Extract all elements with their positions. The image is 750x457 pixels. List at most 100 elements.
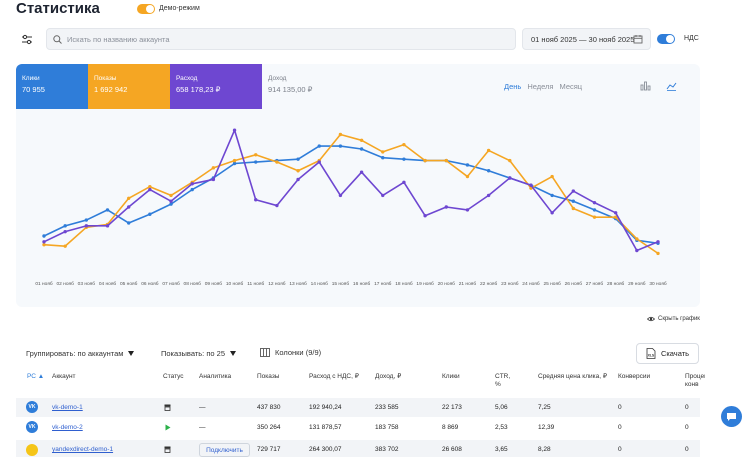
data-point: [148, 212, 152, 216]
search-placeholder: Искать по названию аккаунта: [67, 34, 170, 44]
account-link[interactable]: vk-demo-1: [52, 404, 83, 411]
data-point: [381, 150, 385, 154]
data-point: [423, 158, 427, 163]
x-tick-label: 20 нояб: [438, 281, 456, 287]
demo-mode-toggle[interactable]: [137, 4, 155, 14]
eye-icon: [647, 316, 655, 322]
data-point: [254, 153, 258, 157]
group-by-dropdown[interactable]: Группировать: по аккаунтам: [26, 349, 135, 358]
account-link[interactable]: yandexdirect-demo-1: [52, 446, 114, 453]
download-label: Скачать: [660, 349, 690, 358]
data-point: [148, 187, 152, 192]
data-point: [211, 177, 216, 182]
data-point: [359, 147, 364, 151]
metric-spend-value: 658 178,23 ₽: [176, 85, 221, 94]
data-point: [444, 205, 448, 209]
data-point: [635, 248, 639, 253]
data-point: [254, 160, 258, 164]
metric-spend[interactable]: Расход 658 178,23 ₽: [170, 64, 262, 109]
data-point: [338, 144, 343, 148]
data-point: [84, 224, 89, 228]
nds-toggle[interactable]: [657, 34, 675, 44]
data-point: [254, 198, 258, 202]
download-button[interactable]: XLS Скачать: [636, 343, 699, 364]
line-chart-icon[interactable]: [666, 81, 677, 91]
svg-text:XLS: XLS: [648, 354, 655, 358]
line-chart: 01 нояб 02 нояб 03 нояб 04 нояб 05 нояб 06 но…: [35, 128, 667, 287]
hide-chart-label: Скрыть график: [658, 316, 700, 322]
x-tick-label: 16 нояб: [353, 281, 371, 287]
income-cell: 183 758: [375, 424, 399, 431]
x-tick-label: 04 нояб: [99, 281, 117, 287]
col-header-views[interactable]: Показы: [257, 373, 280, 380]
col-header-rs[interactable]: РС ▲: [27, 373, 45, 380]
data-point: [359, 170, 364, 174]
columns-label: Колонки (9/9): [275, 348, 322, 357]
chat-button[interactable]: [721, 406, 742, 427]
data-point: [296, 157, 300, 161]
conversions-cell: 0: [618, 424, 622, 431]
data-point: [592, 200, 597, 205]
col-header-conversions[interactable]: Конверсии: [618, 373, 651, 380]
col-header-analytics[interactable]: Аналитика: [199, 373, 232, 380]
col-header-account[interactable]: Аккаунт: [52, 373, 76, 380]
group-by-label: Группировать: по аккаунтам: [26, 349, 124, 358]
metric-income[interactable]: Доход 914 135,00 ₽: [262, 64, 352, 109]
period-month[interactable]: Месяц: [559, 82, 583, 91]
conv-percent-cell: 0: [685, 404, 689, 411]
page-size-dropdown[interactable]: Показывать: по 25: [161, 349, 236, 358]
income-cell: 383 702: [375, 446, 399, 453]
data-point: [423, 214, 427, 218]
hide-chart-button[interactable]: Скрыть график: [647, 316, 700, 322]
filter-button[interactable]: [16, 29, 38, 49]
spend-cell: 131 878,57: [309, 424, 342, 431]
col-header-status[interactable]: Статус: [163, 373, 184, 380]
bar-chart-icon[interactable]: [640, 81, 651, 91]
data-point: [63, 229, 67, 234]
x-tick-label: 07 нояб: [162, 281, 180, 287]
data-point: [571, 189, 576, 193]
data-point: [381, 156, 385, 160]
data-point: [63, 244, 67, 248]
data-point: [592, 215, 597, 219]
x-tick-label: 06 нояб: [141, 281, 159, 287]
data-point: [635, 237, 639, 241]
col-header-cpc[interactable]: Средняя цена клика, ₽: [538, 373, 607, 380]
connect-analytics-button[interactable]: Подключить: [199, 443, 250, 457]
data-point: [317, 144, 321, 148]
data-point: [465, 163, 470, 167]
metric-clicks[interactable]: Клики 70 955: [16, 64, 88, 109]
x-tick-label: 15 нояб: [332, 281, 350, 287]
date-range-picker[interactable]: 01 нояб 2025 — 30 нояб 2025: [522, 28, 651, 50]
conv-percent-cell: 0: [685, 424, 689, 431]
metric-clicks-value: 70 955: [22, 85, 45, 94]
x-tick-label: 25 нояб: [543, 281, 561, 287]
ctr-cell: 2,53: [495, 424, 508, 431]
col-header-clicks[interactable]: Клики: [442, 373, 460, 380]
columns-button[interactable]: Колонки (9/9): [260, 348, 321, 357]
cpc-cell: 8,28: [538, 446, 551, 453]
chat-icon: [727, 412, 736, 421]
col-header-conv-percent[interactable]: Процент конв: [685, 373, 705, 388]
col-header-spend[interactable]: Расход с НДС, ₽: [309, 373, 359, 380]
conversions-cell: 0: [618, 446, 622, 453]
caret-down-icon: [128, 351, 135, 356]
vk-logo-icon: VK: [26, 401, 38, 413]
series-line-3: [43, 129, 659, 252]
data-point: [105, 224, 110, 228]
ctr-cell: 5,06: [495, 404, 508, 411]
account-link[interactable]: vk-demo-2: [52, 424, 83, 431]
data-point: [359, 138, 364, 142]
col-header-ctr[interactable]: CTR, %: [495, 373, 511, 388]
metric-views[interactable]: Показы 1 692 942: [88, 64, 170, 109]
data-point: [465, 208, 470, 212]
period-day[interactable]: День: [504, 82, 522, 91]
period-week[interactable]: Неделя: [527, 82, 554, 91]
data-point: [275, 160, 279, 164]
metric-views-value: 1 692 942: [94, 85, 128, 94]
x-tick-label: 23 нояб: [501, 281, 519, 287]
col-header-income[interactable]: Доход, ₽: [375, 373, 402, 380]
date-range-text: 01 нояб 2025 — 30 нояб 2025: [531, 34, 635, 44]
search-input[interactable]: Искать по названию аккаунта: [46, 28, 516, 50]
cpc-cell: 12,39: [538, 424, 555, 431]
